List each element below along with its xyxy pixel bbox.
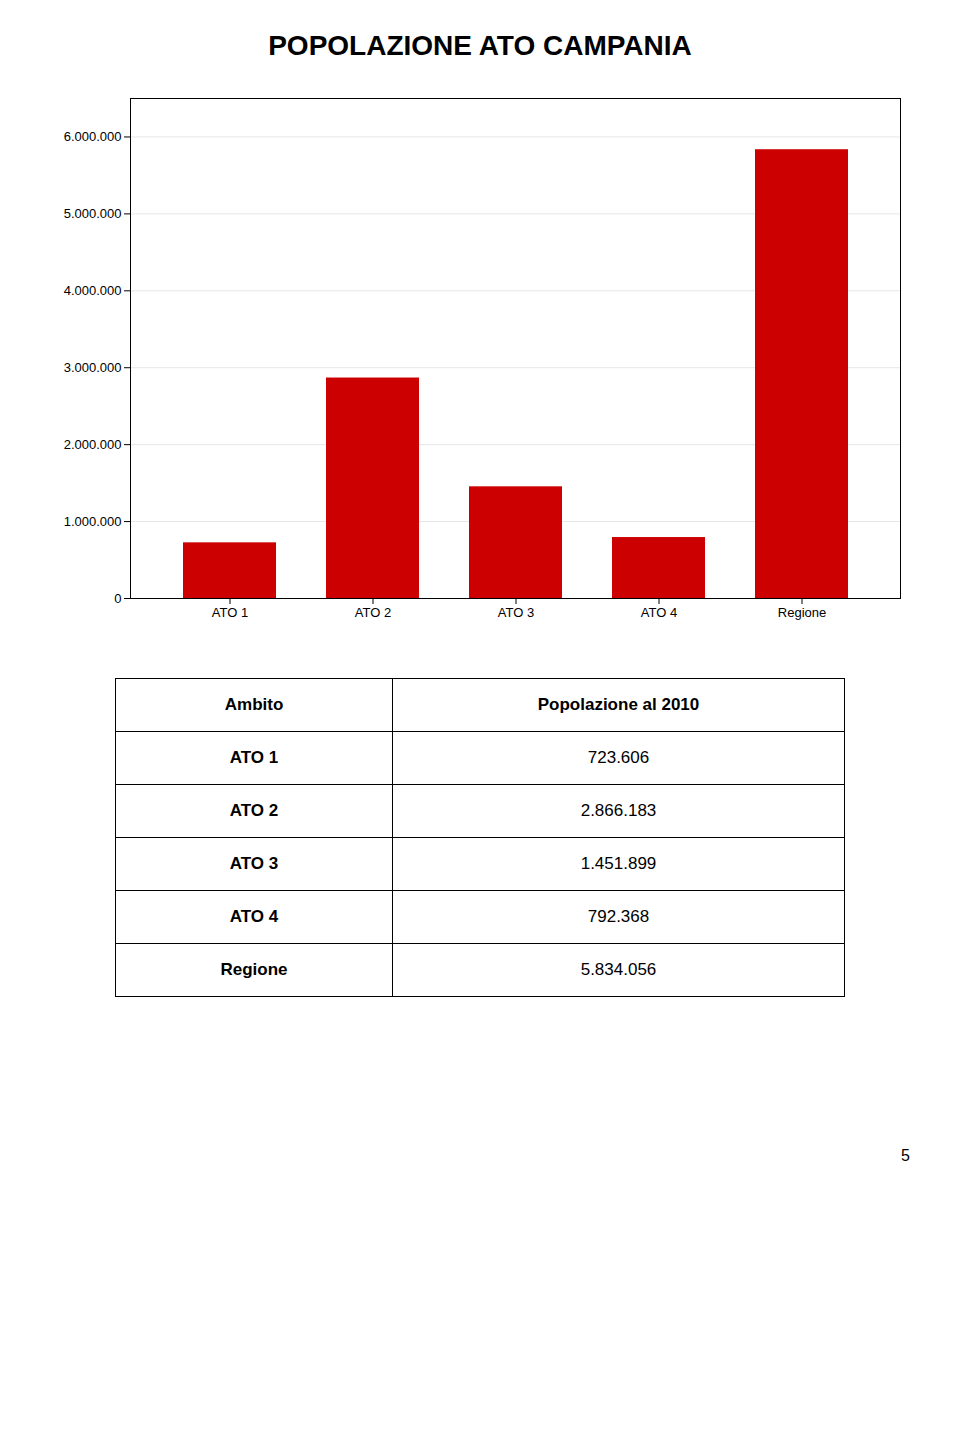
svg-text:Regione: Regione <box>778 605 826 620</box>
html-text:ATO 4: ATO 4 <box>229 907 279 926</box>
html-text:Ambito: Ambito <box>224 695 284 714</box>
svg-text:6.000.000: 6.000.000 <box>64 129 122 144</box>
svg-text:1.000.000: 1.000.000 <box>64 514 122 529</box>
svg-text:4.000.000: 4.000.000 <box>64 283 122 298</box>
html-text:2.866.183: 2.866.183 <box>580 801 657 820</box>
html-text:ATO 2: ATO 2 <box>229 801 279 820</box>
svg-text:ATO 3: ATO 3 <box>498 605 534 620</box>
svg-text:ATO 4: ATO 4 <box>641 605 677 620</box>
svg-text:0: 0 <box>114 591 121 606</box>
html-text:ATO 1: ATO 1 <box>229 748 279 767</box>
html-text:ATO 3: ATO 3 <box>229 854 279 873</box>
svg-text:5.000.000: 5.000.000 <box>64 206 122 221</box>
html-text:POPOLAZIONE ATO CAMPANIA: POPOLAZIONE ATO CAMPANIA <box>268 30 692 61</box>
svg-text:ATO 2: ATO 2 <box>355 605 391 620</box>
html-text:Popolazione al 2010: Popolazione al 2010 <box>537 695 700 714</box>
html-text:5.834.056: 5.834.056 <box>580 960 657 979</box>
svg-text:ATO 1: ATO 1 <box>212 605 248 620</box>
html-text:792.368: 792.368 <box>587 907 650 926</box>
svg-text:2.000.000: 2.000.000 <box>64 437 122 452</box>
html-text:1.451.899: 1.451.899 <box>580 854 657 873</box>
html-text:723.606: 723.606 <box>587 748 650 767</box>
svg-text:3.000.000: 3.000.000 <box>64 360 122 375</box>
html-text:Regione: Regione <box>220 960 288 979</box>
html-text:5: 5 <box>901 1147 910 1164</box>
